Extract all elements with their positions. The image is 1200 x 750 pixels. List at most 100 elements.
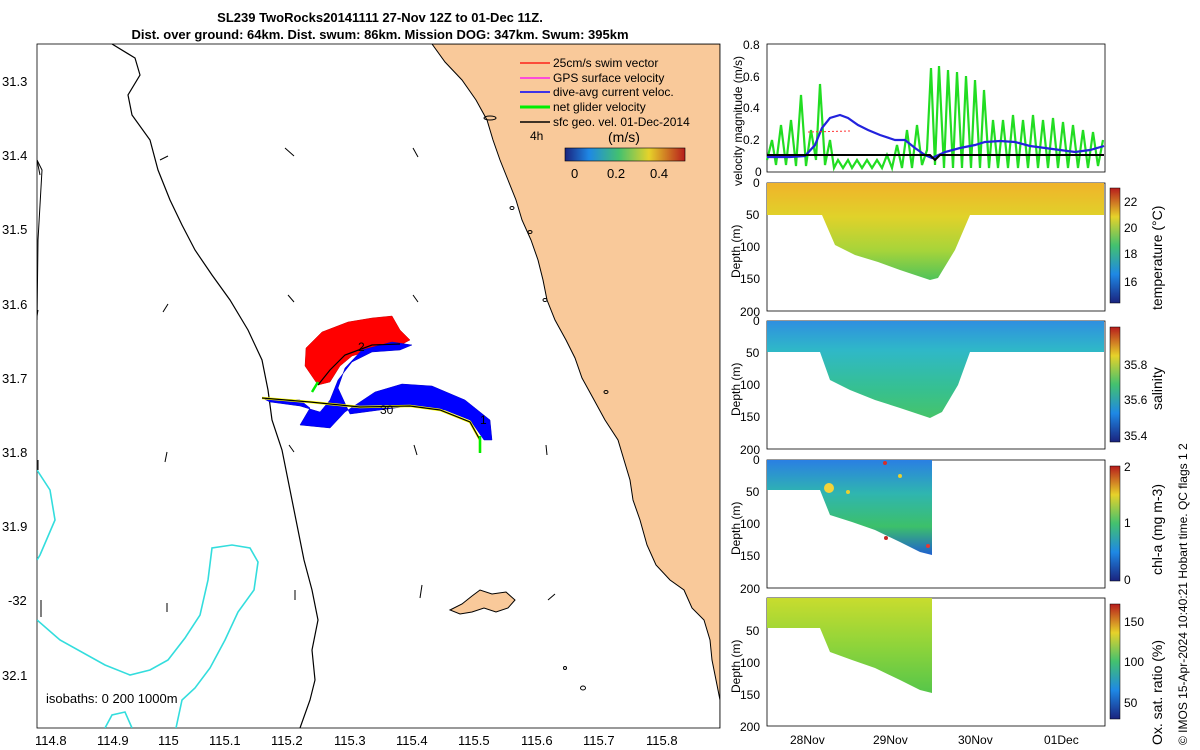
chl-cbar-label: chl-a (mg m-3) xyxy=(1149,484,1165,575)
oxygen-panel: 150 100 50 Ox. sat. ratio (%) 50 100 150… xyxy=(729,597,1165,745)
swim-series xyxy=(807,130,851,133)
glider-track-line xyxy=(261,343,481,452)
temp-cbar-tick: 18 xyxy=(1124,247,1138,261)
temp-ylabel: Depth (m) xyxy=(729,225,743,278)
lon-tick: 115.1 xyxy=(209,733,241,748)
chl-colorbar xyxy=(1109,465,1121,582)
lat-tick: 31.7 xyxy=(2,371,27,386)
footer-credit: © IMOS 15-Apr-2024 10:40:21 Hobart time.… xyxy=(1176,443,1190,745)
vel-ytick: 0 xyxy=(755,165,762,179)
salinity-panel: 35.8 35.6 35.4 salinity 0 50 100 150 200… xyxy=(729,314,1165,457)
depth-tick: 50 xyxy=(746,485,760,499)
depth-tick: 150 xyxy=(740,549,760,563)
track-label-1: 1 xyxy=(480,413,487,427)
lat-tick: 31.3 xyxy=(2,74,27,89)
depth-tick: 100 xyxy=(740,378,760,392)
chl-cbar-tick: 1 xyxy=(1124,516,1131,530)
velocity-panel: 0 0.2 0.4 0.6 0.8 velocity magnitude (m/… xyxy=(731,38,1106,186)
lon-tick: 115.3 xyxy=(334,733,366,748)
title-line-1: SL239 TwoRocks20141111 27-Nov 12Z to 01-… xyxy=(217,10,543,25)
lon-tick: 115.6 xyxy=(521,733,553,748)
depth-tick: 0 xyxy=(753,314,760,328)
isobath-deep xyxy=(37,469,259,728)
chl-cbar-tick: 0 xyxy=(1124,573,1131,587)
lon-axis: 114.8 114.9 115 115.1 115.2 115.3 115.4 … xyxy=(35,733,678,748)
temperature-panel: 22 20 18 16 temperature (°C) 0 50 100 15… xyxy=(729,176,1165,319)
current-vector-fan xyxy=(261,341,493,441)
lat-tick: 32.1 xyxy=(2,668,27,683)
net-velocity-green xyxy=(310,381,482,453)
lon-tick: 114.9 xyxy=(97,733,129,748)
coastal-rocks xyxy=(483,115,609,691)
sal-cbar-tick: 35.4 xyxy=(1124,429,1148,443)
depth-tick: 0 xyxy=(753,453,760,467)
temp-cbar-label: temperature (°C) xyxy=(1149,206,1165,310)
chl-ylabel: Depth (m) xyxy=(729,502,743,555)
legend-label-geo: sfc geo. vel. 01-Dec-2014 xyxy=(553,115,690,129)
net-velocity-series xyxy=(765,65,1105,172)
temp-colorbar xyxy=(1109,187,1121,304)
depth-tick: 200 xyxy=(740,305,760,319)
ox-colorbar xyxy=(1109,603,1121,720)
ox-cbar-tick: 150 xyxy=(1124,615,1144,629)
oxygen-field xyxy=(767,598,932,693)
depth-tick: 50 xyxy=(746,624,760,638)
depth-tick: 150 xyxy=(740,688,760,702)
time-tick: 28Nov xyxy=(790,733,825,747)
lat-tick: 31.9 xyxy=(2,519,27,534)
lon-tick: 115.4 xyxy=(396,733,428,748)
colorbar-tick-0: 0 xyxy=(571,166,578,181)
legend-label-swim: 25cm/s swim vector xyxy=(553,56,658,70)
depth-tick: 150 xyxy=(740,410,760,424)
chla-highlights xyxy=(824,461,930,548)
depth-tick: 200 xyxy=(740,582,760,596)
depth-tick: 200 xyxy=(740,443,760,457)
speed-colorbar xyxy=(564,147,686,162)
island xyxy=(448,589,516,615)
track-label-2: 2 xyxy=(358,340,365,354)
depth-tick: 100 xyxy=(740,656,760,670)
vel-ytick: 0.2 xyxy=(743,133,760,147)
time-tick: 30Nov xyxy=(958,733,993,747)
vel-ytick: 0.6 xyxy=(743,70,760,84)
scale-time-label: 4h xyxy=(530,129,543,143)
vel-ytick: 0.4 xyxy=(743,101,760,115)
vel-ylabel: velocity magnitude (m/s) xyxy=(731,56,745,186)
vel-yticks: 0 0.2 0.4 0.6 0.8 xyxy=(743,38,762,179)
ox-cbar-label: Ox. sat. ratio (%) xyxy=(1149,640,1165,745)
depth-tick: 50 xyxy=(746,346,760,360)
isobath-1000 xyxy=(37,159,43,321)
lat-tick: 31.6 xyxy=(2,297,27,312)
time-axis: 28Nov 29Nov 30Nov 01Dec xyxy=(790,733,1079,747)
colorbar-tick-1: 0.2 xyxy=(607,166,625,181)
chla-field xyxy=(767,460,932,555)
depth-tick: 100 xyxy=(740,240,760,254)
temp-cbar-tick: 20 xyxy=(1124,221,1138,235)
legend-label-current: dive-avg current veloc. xyxy=(553,85,674,99)
sal-colorbar xyxy=(1109,326,1121,443)
temp-cbar-tick: 16 xyxy=(1124,275,1138,289)
depth-tick: 0 xyxy=(753,176,760,190)
land-mass xyxy=(431,44,720,728)
ox-cbar-tick: 100 xyxy=(1124,655,1144,669)
lat-axis: 31.3 31.4 31.5 31.6 31.7 31.8 31.9 -32 3… xyxy=(2,74,27,683)
colorbar-tick-2: 0.4 xyxy=(650,166,668,181)
isobaths-label: isobaths: 0 200 1000m xyxy=(46,691,178,706)
map-legend: 25cm/s swim vector GPS surface velocity … xyxy=(520,56,690,181)
title-line-2: Dist. over ground: 64km. Dist. swum: 86k… xyxy=(131,27,629,42)
ox-cbar-tick: 50 xyxy=(1124,696,1138,710)
lat-tick: 31.8 xyxy=(2,445,27,460)
sal-cbar-tick: 35.6 xyxy=(1124,393,1148,407)
time-tick: 01Dec xyxy=(1044,733,1079,747)
colorbar-unit: (m/s) xyxy=(608,129,640,145)
chl-cbar-tick: 2 xyxy=(1124,460,1131,474)
time-tick: 29Nov xyxy=(873,733,908,747)
lon-tick: 115.7 xyxy=(583,733,615,748)
temp-cbar-tick: 22 xyxy=(1124,195,1138,209)
sal-cbar-tick: 35.8 xyxy=(1124,358,1148,372)
depth-tick: 100 xyxy=(740,517,760,531)
depth-tick: 50 xyxy=(746,208,760,222)
lat-tick: 31.5 xyxy=(2,222,27,237)
ox-ylabel: Depth (m) xyxy=(729,640,743,693)
